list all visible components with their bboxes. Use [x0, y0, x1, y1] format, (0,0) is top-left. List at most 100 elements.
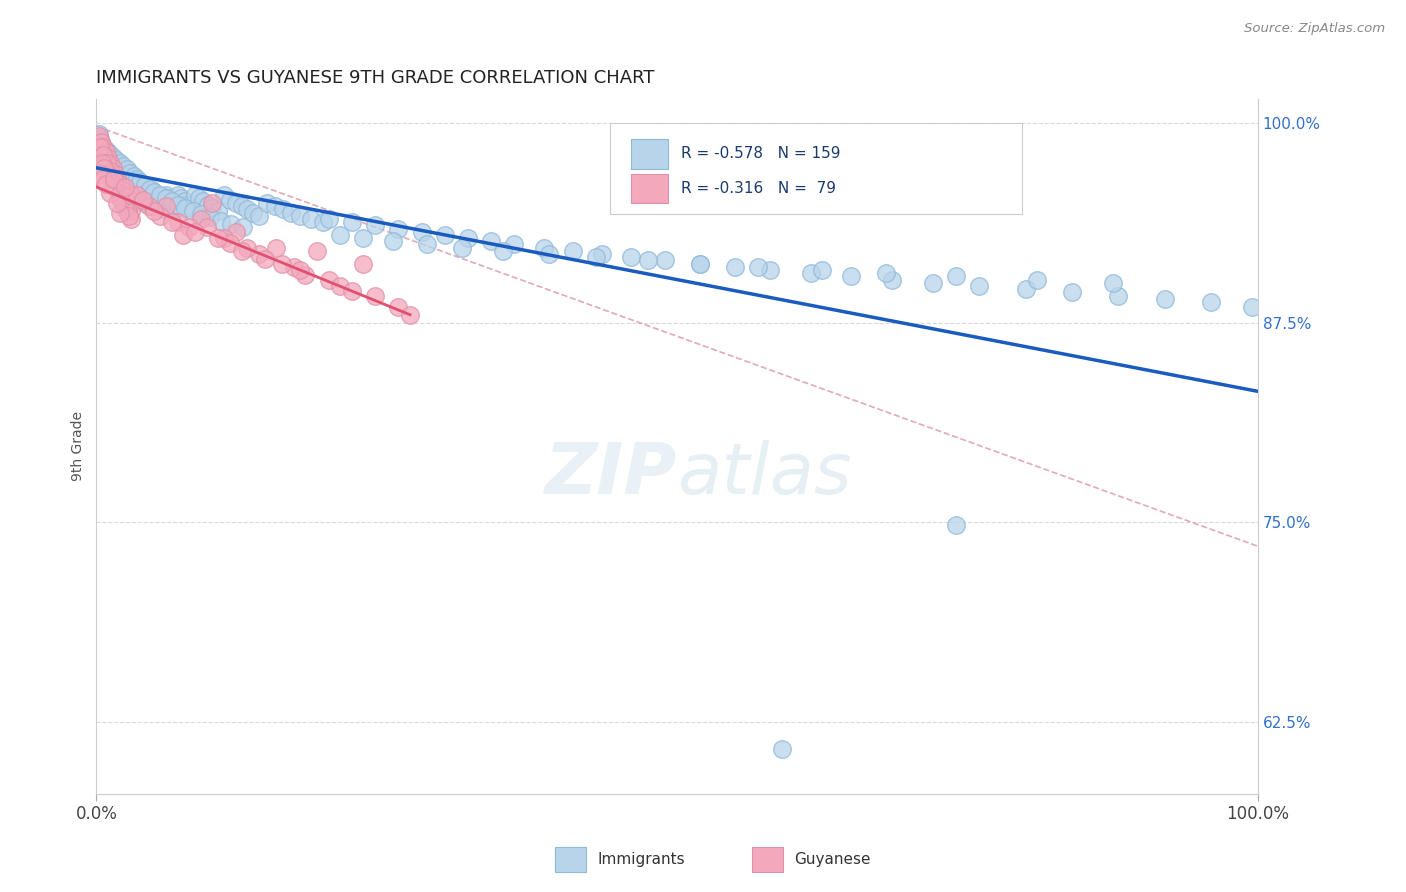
Point [921, 276, 943, 290]
Point [288, 263, 311, 277]
Point [89, 140, 111, 154]
Point [387, 221, 409, 235]
Point [411, 225, 433, 239]
Point [132, 193, 155, 207]
Point [318, 272, 340, 286]
Point [364, 219, 387, 233]
Point [219, 235, 242, 250]
Point [115, 162, 138, 177]
Point [98, 159, 121, 173]
FancyBboxPatch shape [610, 123, 1022, 214]
Point [145, 193, 167, 207]
Point [117, 167, 139, 181]
Point [98, 186, 121, 201]
Point [143, 203, 166, 218]
Point [353, 231, 375, 245]
Point [1101, 276, 1123, 290]
Point [111, 180, 134, 194]
Point [138, 193, 160, 207]
Point [1026, 272, 1049, 286]
Point [209, 213, 232, 227]
Point [91, 148, 114, 162]
Point [107, 170, 129, 185]
Point [155, 188, 177, 202]
Point [101, 161, 124, 175]
Text: Guyanese: Guyanese [794, 853, 870, 867]
Point [1154, 292, 1177, 306]
Point [152, 202, 174, 217]
Point [114, 180, 136, 194]
Point [103, 180, 125, 194]
Point [201, 201, 224, 215]
Point [108, 156, 131, 170]
Point [479, 234, 502, 248]
Point [387, 300, 409, 314]
Point [112, 159, 135, 173]
Point [231, 244, 253, 258]
Point [340, 284, 363, 298]
Point [91, 156, 114, 170]
Point [104, 175, 127, 189]
Point [93, 146, 115, 161]
Point [353, 257, 375, 271]
Point [105, 172, 128, 186]
Point [159, 194, 181, 209]
Point [195, 219, 218, 234]
Point [91, 140, 114, 154]
Point [155, 199, 177, 213]
Point [120, 177, 142, 191]
Point [305, 244, 328, 258]
Point [880, 272, 903, 286]
Point [105, 196, 128, 211]
Point [112, 186, 135, 201]
FancyBboxPatch shape [631, 174, 668, 203]
Point [198, 211, 221, 225]
Point [141, 183, 163, 197]
Point [288, 209, 311, 223]
Point [148, 196, 170, 211]
Point [364, 288, 387, 302]
Point [340, 215, 363, 229]
Point [225, 225, 247, 239]
Point [329, 279, 352, 293]
Point [112, 196, 135, 211]
Point [299, 211, 322, 226]
Point [236, 202, 259, 217]
Point [165, 201, 187, 215]
Point [105, 164, 128, 178]
Point [381, 234, 404, 248]
Point [177, 197, 200, 211]
Point [179, 219, 201, 234]
Point [115, 193, 138, 207]
Point [103, 172, 125, 186]
Point [256, 196, 278, 211]
Text: Immigrants: Immigrants [598, 853, 685, 867]
Point [96, 156, 118, 170]
Point [87, 128, 110, 142]
Point [184, 188, 207, 202]
Point [98, 156, 121, 170]
Point [129, 175, 152, 189]
Point [620, 250, 643, 264]
Point [945, 269, 967, 284]
Point [98, 162, 121, 177]
Point [875, 266, 897, 280]
Point [125, 188, 148, 202]
Point [122, 183, 145, 197]
Point [585, 250, 607, 264]
Point [91, 140, 114, 154]
Point [108, 191, 131, 205]
Point [190, 211, 212, 226]
Point [457, 231, 479, 245]
Point [207, 231, 229, 245]
Point [157, 191, 180, 205]
Point [193, 194, 215, 209]
Point [689, 257, 711, 271]
Point [967, 279, 990, 293]
Point [124, 185, 146, 199]
Point [138, 199, 160, 213]
Point [105, 180, 128, 194]
Point [136, 189, 159, 203]
Point [139, 181, 162, 195]
Point [94, 143, 117, 157]
